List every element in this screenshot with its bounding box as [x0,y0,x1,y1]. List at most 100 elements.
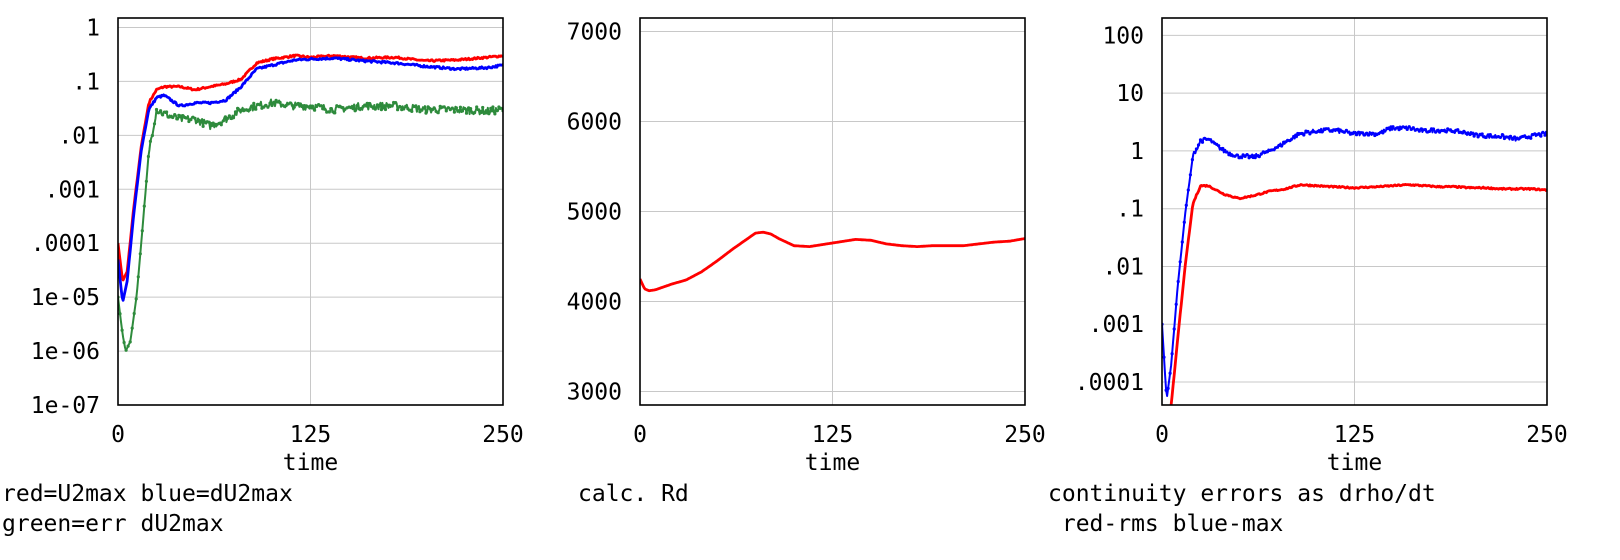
series-3-point [231,116,236,120]
series-3-point [132,311,136,316]
series-3-point [146,154,150,159]
plot-area [118,53,503,352]
series-3-point [313,108,317,112]
plot-area [640,230,1025,293]
series-1-point [1342,130,1346,134]
series-1-point [1444,130,1448,134]
series-1-point [1194,147,1198,151]
series-3-point [323,107,327,111]
y-tick-label: 100 [1102,23,1144,49]
series-3-point [442,105,446,109]
caption-line-2: green=err dU2max [2,511,224,537]
series-3-point [404,104,408,108]
series-1-point [1354,133,1359,137]
series-3-point [479,109,483,114]
y-tick-label: 1e-05 [31,285,100,311]
series-3-point [367,101,371,106]
series-3-point [481,105,485,110]
series-1-point [1188,173,1192,177]
series-1-point [1192,150,1196,154]
series-3-point [233,110,238,114]
series-3-point [201,124,205,128]
series-3-point [327,110,331,114]
series-3-point [420,108,424,112]
series-3-point [130,326,134,330]
series-1-point [1176,279,1180,284]
series-3-point [292,105,296,109]
series-3-point [126,344,130,348]
series-3-point [450,106,454,110]
series-1-point [1172,327,1176,331]
series-1-point [1245,153,1249,157]
series-1-point [1508,134,1513,138]
series-3-point [120,328,124,332]
y-tick-label: 1e-06 [31,339,100,365]
series-1-point [1456,128,1460,132]
x-tick-label: 250 [1004,422,1046,448]
series-1-point [1476,135,1480,139]
y-tick-label: .001 [1089,312,1144,338]
series-3-point [329,107,333,111]
series-3-point [436,111,440,115]
chart-panel-2: 7000 6000 5000 4000 3000 0 125 250 time calc. Rd [567,17,1046,507]
series-3-point [493,112,497,116]
series-1-point [1344,128,1348,132]
caption-line-1: continuity errors as drho/dt [1048,481,1436,507]
series-1-point [1383,129,1387,133]
series-1-point [1517,137,1521,141]
series-line-1 [118,53,503,282]
series-3-point [410,109,414,113]
series-3-point [138,252,142,256]
series-3-point [469,107,473,111]
chart-panel-1: 1 .1 .01 .001 .0001 1e-05 1e-06 1e-07 0 125 250 tim… [2,15,524,537]
series-3-point [122,340,126,345]
series-1-point [1480,132,1484,136]
series-3-point [359,106,363,111]
series-1-point [1488,133,1492,137]
series-3-point [278,100,282,105]
plot-frame [1161,17,1548,406]
series-3-point [173,113,177,117]
series-1-point [1539,134,1543,138]
series-3-point [270,103,274,108]
series-3-point [150,133,154,138]
series-3-point [475,105,479,109]
y-tick-label: 1 [86,15,100,41]
series-1-point [1405,127,1409,131]
series-1-point [1182,220,1186,224]
series-3-point [460,109,465,113]
series-line-2 [1169,183,1547,405]
series-3-point [140,229,144,233]
y-tick-label: .0001 [1075,370,1144,396]
series-3-point [128,340,132,344]
x-tick-label: 0 [1155,422,1169,448]
series-3-point [136,275,140,279]
chart-panel-3: 100 10 1 .1 .01 .001 .0001 0 125 250 time continuit… [1048,17,1568,537]
series-1-point [1462,129,1466,133]
series-1-point [1407,125,1411,129]
series-1-point [1221,146,1225,151]
series-1-point [1500,133,1504,137]
series-3-point [355,104,359,108]
series-1-point [1363,133,1367,137]
series-1-point [1198,138,1203,142]
series-3-point [193,116,197,120]
series-1-point [1174,302,1178,306]
series-1-point [1537,132,1541,136]
series-1-point [1239,155,1243,159]
series-3-point [142,204,146,208]
caption-line-2: red-rms blue-max [1048,511,1283,537]
series-3-point [310,104,315,108]
y-tick-label: 1 [1130,139,1144,165]
plot-frame [117,17,504,406]
series-3-point [171,115,175,120]
series-3-point [452,110,456,114]
series-3-point [124,348,128,352]
x-tick-label: 0 [633,422,647,448]
series-3-point [248,108,252,112]
plot-frame [639,17,1026,406]
series-3-point [444,109,448,113]
series-3-point [227,114,231,118]
series-3-point [491,105,495,109]
